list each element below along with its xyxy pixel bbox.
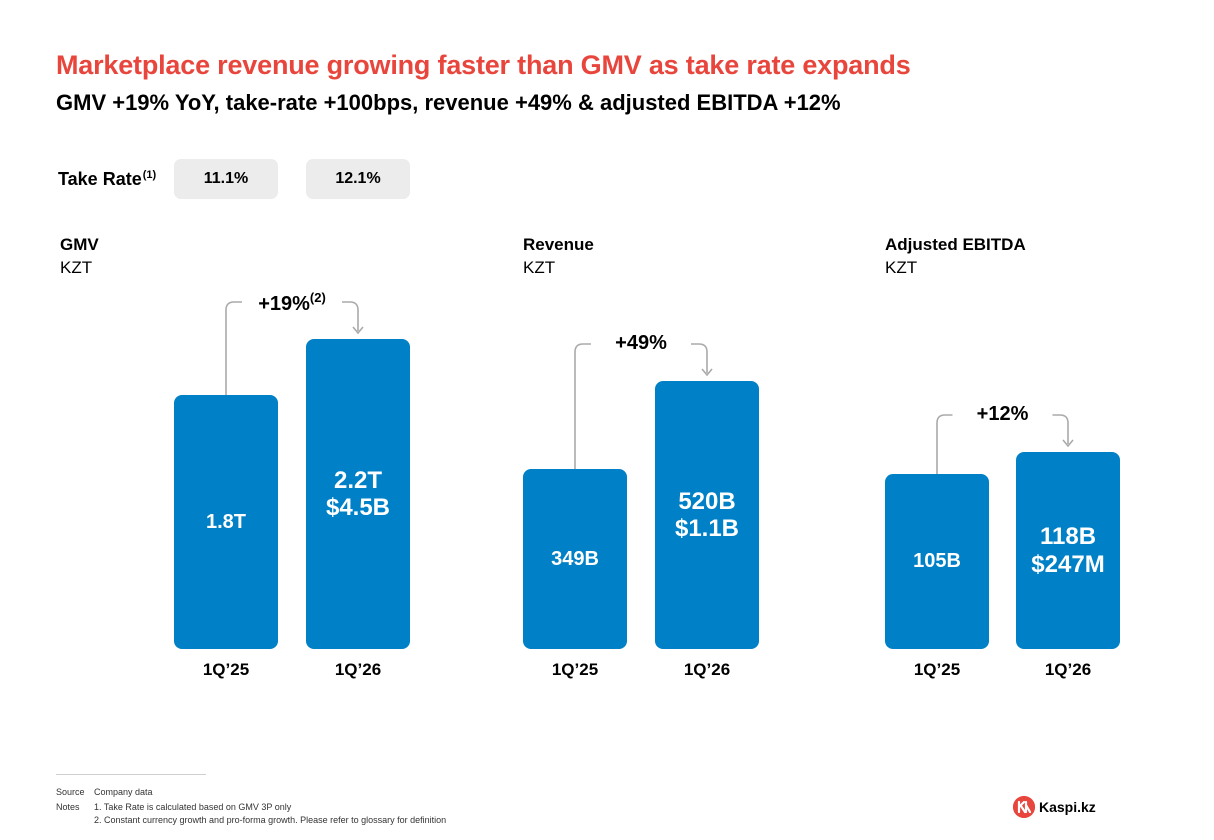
revenue-growth-label: +49%: [581, 332, 701, 355]
gmv-bar-2-value: 2.2T: [333, 466, 383, 494]
page-title: Marketplace revenue growing faster than …: [56, 50, 911, 80]
footer-divider: [56, 774, 206, 775]
ebitda-x-label-1: 1Q’25: [913, 660, 961, 679]
gmv-growth-arrowhead: [352, 326, 364, 335]
revenue-bar-2: 520B $1.1B: [655, 381, 759, 649]
ebitda-chart-title: Adjusted EBITDA: [885, 235, 1026, 254]
take-rate-label: Take Rate(1): [58, 169, 156, 190]
footer-notes-label: Notes: [56, 802, 80, 812]
kaspi-logo: Kaspi.kz: [1013, 796, 1096, 818]
gmv-chart-title: GMV: [60, 235, 99, 254]
take-rate-label-text: Take Rate: [58, 169, 142, 189]
footer-source-text: Company data: [94, 787, 153, 797]
ebitda-bar-1-value: 105B: [913, 550, 961, 573]
revenue-bar-2-usd-value: $1.1B: [674, 515, 740, 542]
revenue-x-label-2: 1Q’26: [683, 660, 731, 679]
take-rate-1q26: 12.1%: [306, 159, 410, 199]
ebitda-bar-1: 105B: [885, 474, 989, 649]
revenue-growth-value: +49%: [615, 332, 667, 354]
revenue-bar-1: 349B: [523, 469, 627, 649]
kaspi-logo-icon: [1013, 796, 1035, 818]
gmv-growth-value: +19%: [258, 293, 310, 315]
gmv-bar-1-value: 1.8T: [205, 510, 247, 533]
gmv-bar-1: 1.8T: [174, 395, 278, 649]
kaspi-logo-text: Kaspi.kz: [1039, 799, 1096, 815]
gmv-bar-2: 2.2T $4.5B: [306, 339, 410, 649]
ebitda-bar-2-usd-value: $247M: [1031, 550, 1105, 578]
ebitda-bar-2: 118B $247M: [1016, 452, 1120, 649]
footer-note-1: 1. Take Rate is calculated based on GMV …: [94, 802, 292, 812]
ebitda-growth-label: +12%: [943, 403, 1063, 426]
ebitda-x-label-2: 1Q’26: [1044, 660, 1092, 679]
gmv-bar-2-usd-value: $4.5B: [325, 494, 391, 521]
ebitda-growth-arrowhead: [1062, 439, 1074, 448]
gmv-growth-label: +19%(2): [232, 290, 352, 316]
page-subtitle: GMV +19% YoY, take-rate +100bps, revenue…: [56, 90, 841, 115]
footer-source-label: Source: [56, 787, 85, 797]
ebitda-growth-value: +12%: [976, 403, 1029, 425]
gmv-growth-note-ref: (2): [309, 290, 326, 305]
footer-note-2: 2. Constant currency growth and pro-form…: [94, 815, 447, 825]
ebitda-chart-unit: KZT: [885, 258, 918, 277]
revenue-bar-2-value: 520B: [678, 487, 736, 515]
revenue-bar-1-value: 349B: [551, 547, 599, 570]
gmv-chart-unit: KZT: [60, 258, 93, 277]
revenue-chart-title: Revenue: [523, 235, 594, 254]
revenue-growth-arrowhead: [701, 368, 713, 377]
revenue-x-label-1: 1Q’25: [551, 660, 599, 679]
gmv-x-label-1: 1Q’25: [202, 660, 250, 679]
take-rate-1q25: 11.1%: [174, 159, 278, 199]
ebitda-bar-2-value: 118B: [1039, 523, 1097, 551]
gmv-x-label-2: 1Q’26: [334, 660, 382, 679]
revenue-chart-unit: KZT: [523, 258, 556, 277]
take-rate-note-ref: (1): [142, 169, 157, 181]
